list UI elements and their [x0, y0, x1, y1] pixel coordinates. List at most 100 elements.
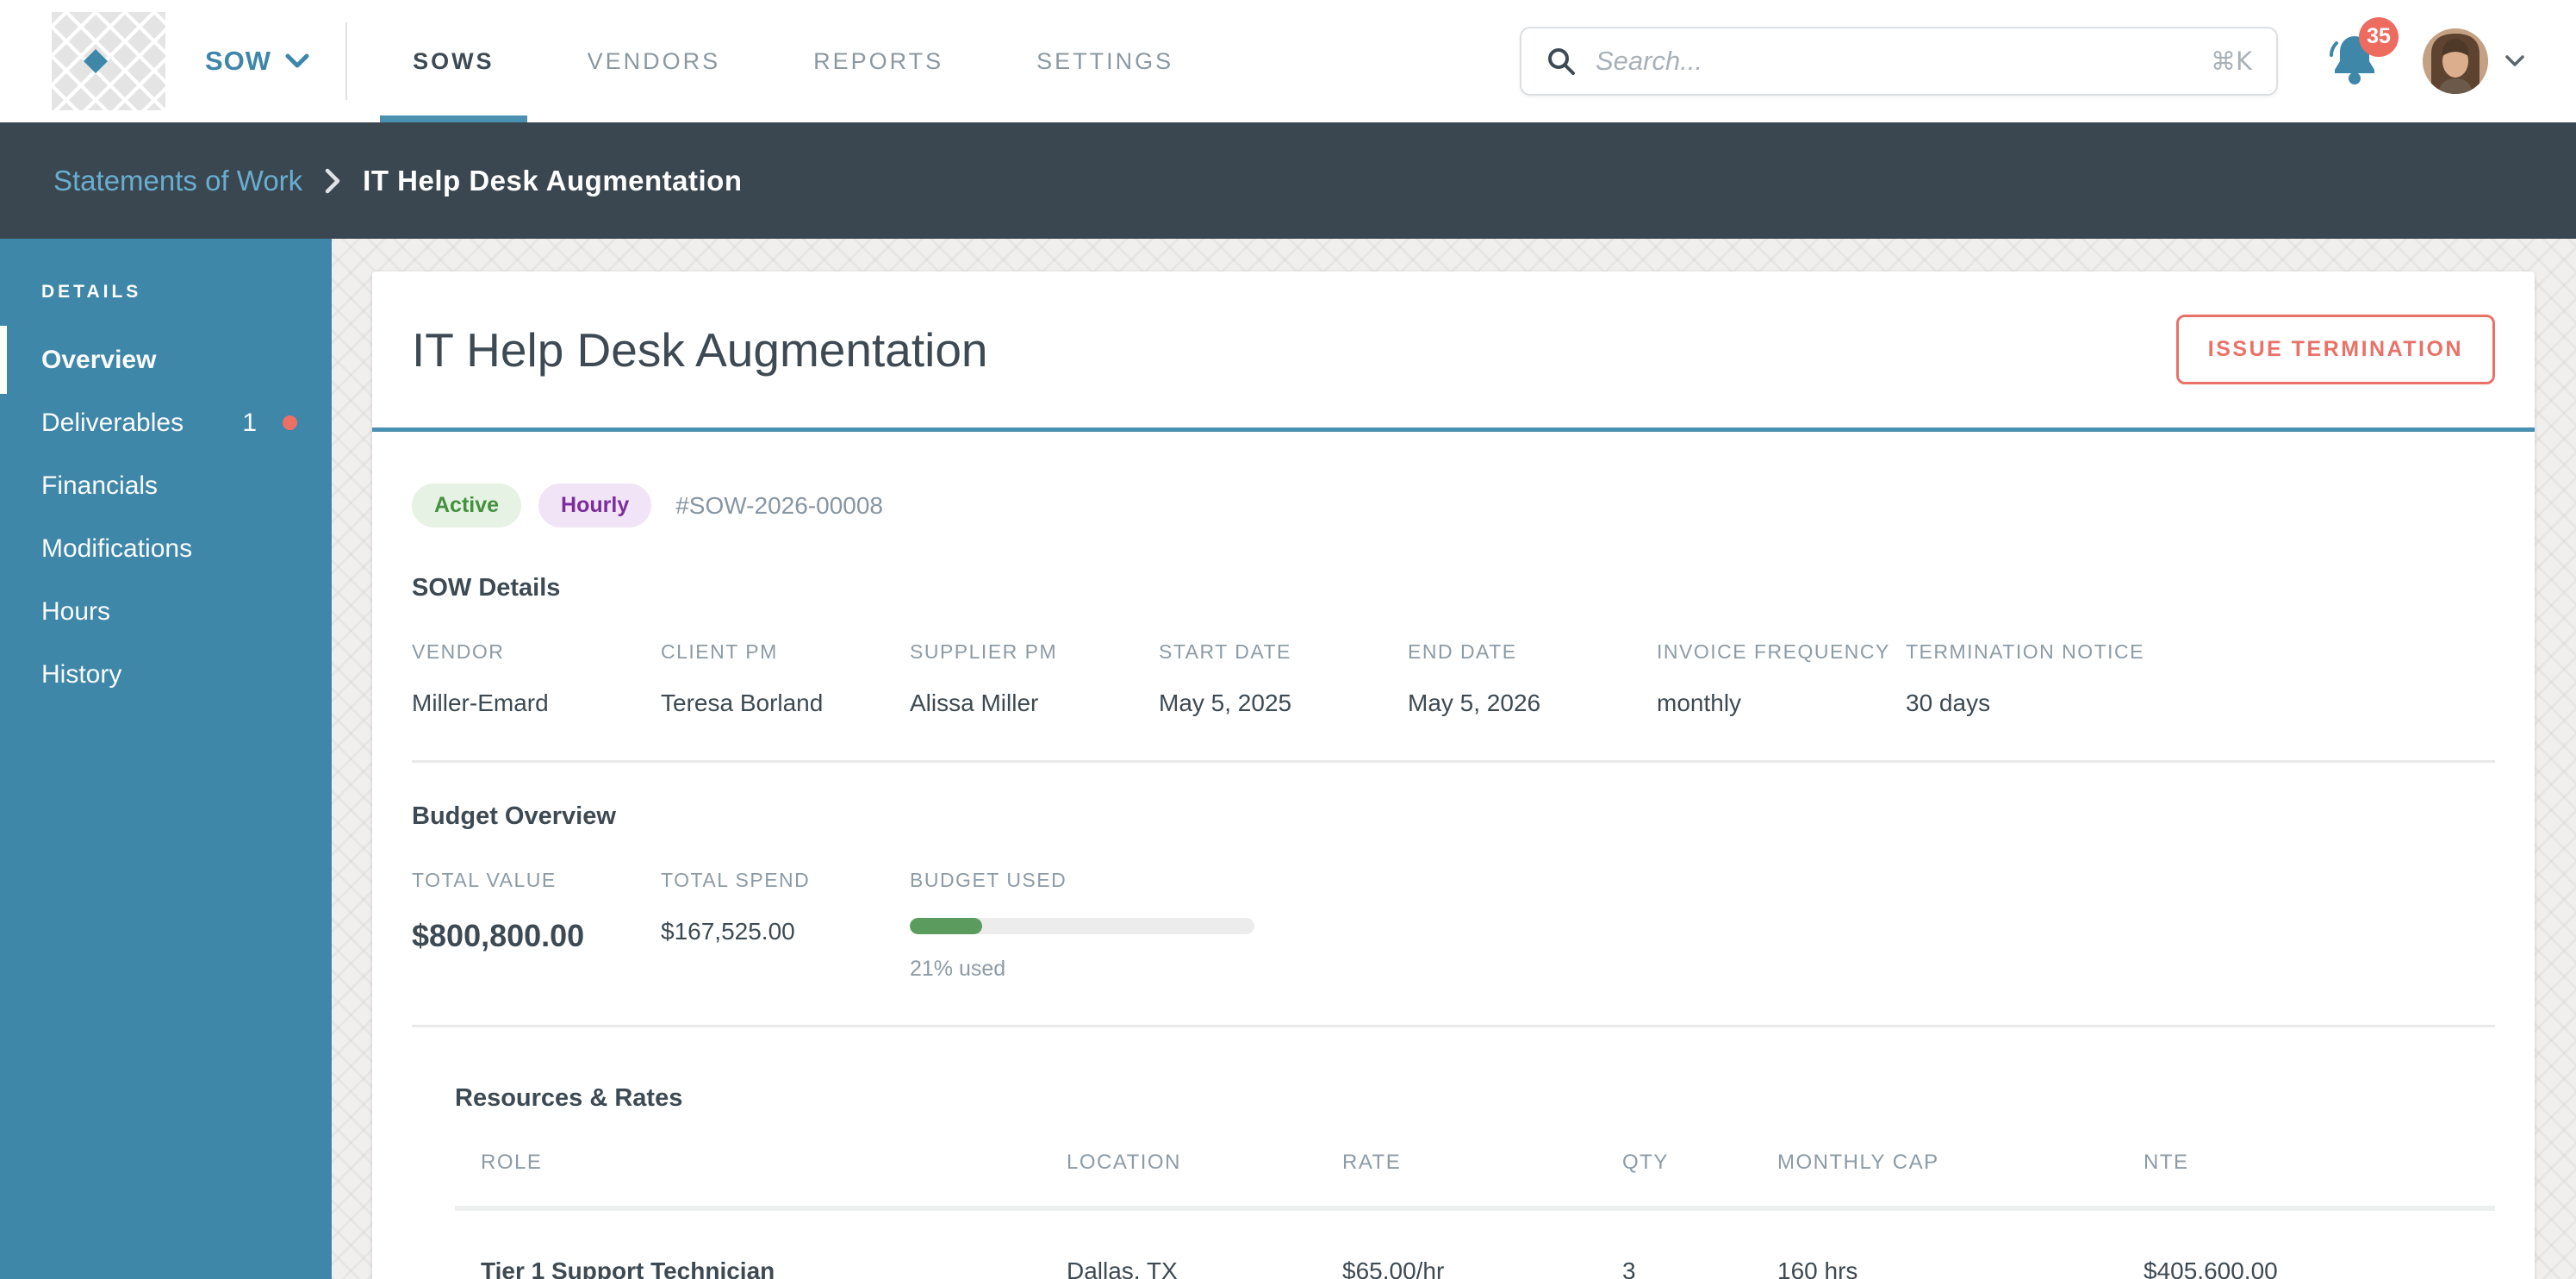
- account-menu-chevron-icon[interactable]: [2505, 55, 2524, 67]
- sow-menu-label: SOW: [205, 46, 272, 76]
- deliverables-count: 1: [242, 408, 257, 437]
- field-label: TERMINATION NOTICE: [1906, 640, 2145, 663]
- field-value: May 5, 2025: [1159, 689, 1292, 716]
- breadcrumb-current: IT Help Desk Augmentation: [363, 164, 743, 197]
- cell-nte: $405,600.00: [2118, 1208, 2495, 1279]
- resources-heading: Resources & Rates: [455, 1084, 683, 1112]
- budget-overview-heading: Budget Overview: [412, 802, 616, 830]
- notification-count-badge: 35: [2359, 16, 2399, 57]
- budget-progress-bar: [910, 918, 1254, 934]
- nav-divider: [345, 22, 348, 100]
- tab-sows[interactable]: SOWS: [366, 0, 541, 122]
- field-start-date: START DATE May 5, 2025: [1159, 640, 1408, 717]
- field-value: monthly: [1657, 689, 1742, 716]
- total-spend: $167,525.00: [661, 918, 795, 945]
- field-label: TOTAL VALUE: [412, 869, 557, 891]
- sow-details-heading: SOW Details: [412, 574, 561, 602]
- sow-details-fields: VENDOR Miller-Emard CLIENT PM Teresa Bor…: [412, 640, 2495, 717]
- budget-progress-fill: [910, 918, 982, 934]
- primary-tabs: SOWS VENDORS REPORTS SETTINGS: [366, 0, 1220, 122]
- cell-role: Tier 1 Support Technician: [455, 1208, 1041, 1279]
- card-header: IT Help Desk Augmentation ISSUE TERMINAT…: [372, 271, 2535, 432]
- field-value: May 5, 2026: [1408, 689, 1541, 716]
- field-client-pm: CLIENT PM Teresa Borland: [661, 640, 910, 717]
- field-value: Miller-Emard: [412, 689, 549, 716]
- budget-used: BUDGET USED 21% used: [910, 869, 1254, 982]
- type-badge: Hourly: [538, 484, 652, 527]
- resources-section: Resources & Rates ROLE LOCATION RATE QTY: [455, 1084, 2495, 1279]
- search-input[interactable]: [1596, 46, 2192, 77]
- breadcrumb-parent-link[interactable]: Statements of Work: [53, 164, 303, 197]
- main-content: IT Help Desk Augmentation ISSUE TERMINAT…: [332, 239, 2576, 1279]
- field-invoice-frequency: INVOICE FREQUENCY monthly: [1657, 640, 1906, 717]
- sidebar: DETAILS Overview Deliverables 1 Financia…: [0, 239, 332, 1279]
- sidebar-item-financials[interactable]: Financials: [0, 454, 332, 517]
- field-end-date: END DATE May 5, 2026: [1408, 640, 1657, 717]
- page-title: IT Help Desk Augmentation: [412, 322, 988, 377]
- search-box[interactable]: ⌘K: [1520, 27, 2278, 96]
- search-icon: [1548, 48, 1575, 75]
- cell-monthly-cap: 160 hrs: [1752, 1208, 2118, 1279]
- sidebar-item-label: Financials: [41, 471, 159, 500]
- col-monthly-cap: MONTHLY CAP: [1752, 1151, 2118, 1211]
- section-divider: [412, 760, 2495, 763]
- badge-row: Active Hourly #SOW-2026-00008: [412, 484, 2495, 527]
- field-label: TOTAL SPEND: [661, 869, 811, 891]
- col-nte: NTE: [2118, 1151, 2495, 1211]
- breadcrumb: Statements of Work IT Help Desk Augmenta…: [0, 122, 2576, 239]
- sidebar-item-modifications[interactable]: Modifications: [0, 517, 332, 580]
- field-label: BUDGET USED: [910, 869, 1067, 891]
- sidebar-item-label: Overview: [41, 345, 157, 374]
- field-label: VENDOR: [412, 640, 505, 663]
- field-label: SUPPLIER PM: [910, 640, 1058, 663]
- cell-qty: 3: [1596, 1208, 1752, 1279]
- tab-reports[interactable]: REPORTS: [813, 47, 944, 74]
- field-label: CLIENT PM: [661, 640, 778, 663]
- sidebar-item-label: Hours: [41, 596, 111, 626]
- sidebar-item-label: Deliverables: [41, 408, 184, 437]
- sow-menu-dropdown[interactable]: SOW: [205, 46, 309, 77]
- field-supplier-pm: SUPPLIER PM Alissa Miller: [910, 640, 1159, 717]
- tab-settings[interactable]: SETTINGS: [1036, 47, 1174, 74]
- col-rate: RATE: [1316, 1151, 1596, 1211]
- table-row: Tier 1 Support Technician Dallas, TX $65…: [455, 1208, 2495, 1279]
- table-header-row: ROLE LOCATION RATE QTY MONTHLY CAP NTE: [455, 1151, 2495, 1211]
- budget-row: TOTAL VALUE $800,800.00 TOTAL SPEND $167…: [412, 869, 2495, 982]
- field-vendor: VENDOR Miller-Emard: [412, 640, 661, 717]
- top-nav: SOW SOWS VENDORS REPORTS SETTINGS ⌘K 35: [0, 0, 2576, 122]
- avatar-image: [2423, 28, 2488, 94]
- app-logo: [52, 12, 165, 110]
- cell-location: Dallas, TX: [1041, 1208, 1316, 1279]
- user-avatar[interactable]: [2423, 28, 2488, 94]
- total-value: $800,800.00: [412, 918, 585, 953]
- alert-dot: [283, 415, 297, 430]
- sidebar-item-history[interactable]: History: [0, 643, 332, 706]
- field-label: START DATE: [1159, 640, 1291, 663]
- sidebar-item-overview[interactable]: Overview: [0, 326, 332, 394]
- resources-table: ROLE LOCATION RATE QTY MONTHLY CAP NTE T…: [455, 1151, 2495, 1279]
- sow-detail-card: IT Help Desk Augmentation ISSUE TERMINAT…: [372, 271, 2535, 1279]
- cell-rate: $65.00/hr: [1316, 1208, 1596, 1279]
- sidebar-item-hours[interactable]: Hours: [0, 580, 332, 643]
- budget-total-spend: TOTAL SPEND $167,525.00: [661, 869, 910, 982]
- sidebar-item-label: History: [41, 659, 122, 689]
- sidebar-item-label: Modifications: [41, 533, 193, 563]
- field-value: Alissa Miller: [910, 689, 1039, 716]
- logo-accent-diamond: [84, 49, 108, 73]
- budget-percent-label: 21% used: [910, 957, 1006, 981]
- tab-vendors[interactable]: VENDORS: [587, 47, 721, 74]
- col-role: ROLE: [455, 1151, 1041, 1211]
- sidebar-section-label: DETAILS: [41, 282, 142, 302]
- field-termination-notice: TERMINATION NOTICE 30 days: [1906, 640, 2144, 717]
- status-badge: Active: [412, 484, 522, 527]
- field-value: Teresa Borland: [661, 689, 824, 716]
- col-location: LOCATION: [1041, 1151, 1316, 1211]
- notifications-button[interactable]: 35: [2328, 16, 2399, 92]
- search-shortcut: ⌘K: [2210, 47, 2252, 76]
- sidebar-item-deliverables[interactable]: Deliverables 1: [0, 391, 332, 454]
- section-divider: [412, 1025, 2495, 1027]
- field-label: END DATE: [1408, 640, 1517, 663]
- issue-termination-button[interactable]: ISSUE TERMINATION: [2175, 315, 2495, 384]
- budget-total-value: TOTAL VALUE $800,800.00: [412, 869, 661, 982]
- field-value: 30 days: [1906, 689, 1991, 716]
